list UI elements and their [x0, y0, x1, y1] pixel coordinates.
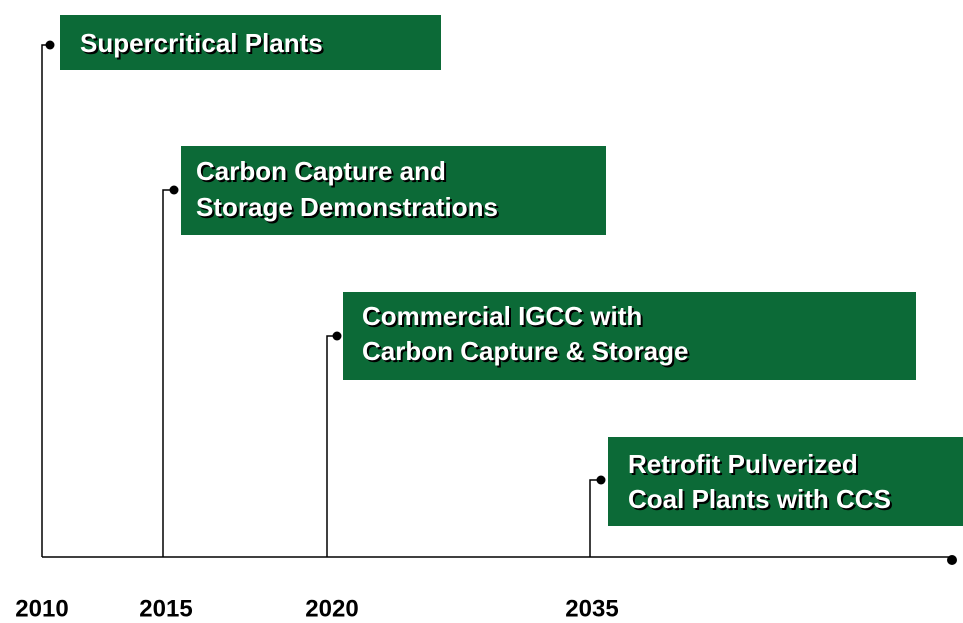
- year-label: 2015: [139, 595, 192, 622]
- milestone-box: [608, 437, 963, 526]
- milestone-text: Carbon Capture & Storage: [362, 336, 689, 366]
- year-label: 2035: [565, 595, 618, 622]
- year-label: 2010: [15, 595, 68, 622]
- milestone-text: Storage Demonstrations: [196, 192, 498, 222]
- milestone-text: Carbon Capture and: [196, 156, 446, 186]
- axis-end-dot: [947, 555, 957, 565]
- year-label: 2020: [305, 595, 358, 622]
- connector-dot: [169, 185, 179, 195]
- milestone-text: Coal Plants with CCS: [628, 484, 891, 514]
- connector: [326, 335, 337, 557]
- connector: [589, 479, 601, 557]
- milestone-text: Commercial IGCC with: [362, 301, 642, 331]
- milestone-box: [181, 146, 606, 235]
- connector-dot: [45, 40, 55, 50]
- milestone-box: [343, 292, 916, 380]
- connector: [41, 44, 50, 557]
- milestone-text: Supercritical Plants: [80, 28, 323, 58]
- milestone-text: Retrofit Pulverized: [628, 449, 858, 479]
- connector: [162, 189, 174, 557]
- connector-dot: [332, 331, 342, 341]
- milestone-box: [60, 15, 441, 70]
- connector-dot: [596, 475, 606, 485]
